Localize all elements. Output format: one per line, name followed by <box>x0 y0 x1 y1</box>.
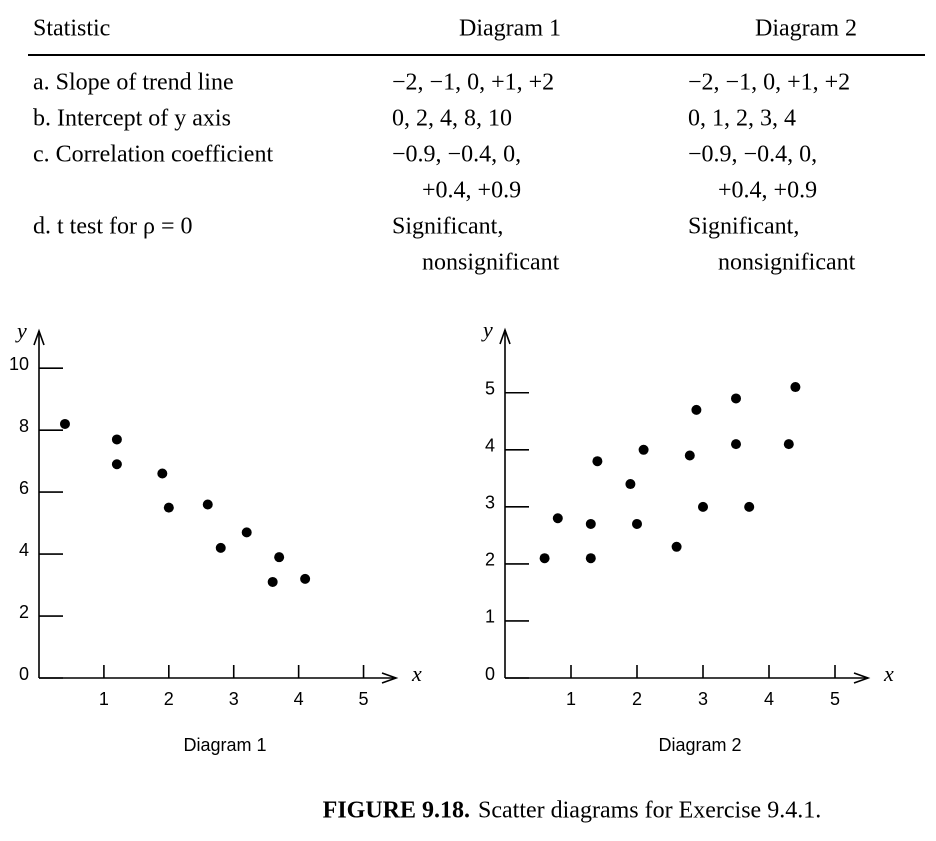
table-cell: +0.4, +0.9 <box>718 178 817 204</box>
y-tick-label: 8 <box>19 416 29 436</box>
figure-caption: Scatter diagrams for Exercise 9.4.1. <box>478 798 821 824</box>
table-cell: 0, 1, 2, 3, 4 <box>688 106 796 132</box>
point <box>157 468 168 479</box>
point <box>300 573 311 584</box>
y-tick-label: 0 <box>485 664 495 684</box>
x-tick-label: 3 <box>229 689 239 709</box>
table-cell: nonsignificant <box>718 250 856 276</box>
x-tick-label: 5 <box>830 689 840 709</box>
point <box>671 541 682 552</box>
x-tick-label: 4 <box>764 689 774 709</box>
point <box>163 502 174 513</box>
table-header: Statistic <box>33 16 110 42</box>
x-tick-label: 1 <box>566 689 576 709</box>
figure-label: FIGURE 9.18. <box>323 798 470 824</box>
x-tick-label: 2 <box>632 689 642 709</box>
chart-title: Diagram 1 <box>183 735 266 755</box>
x-tick-label: 3 <box>698 689 708 709</box>
y-tick-label: 4 <box>19 540 29 560</box>
y-axis-label: y <box>481 317 493 342</box>
x-arrow <box>853 672 871 684</box>
point <box>638 444 649 455</box>
point <box>585 553 596 564</box>
x-tick-label: 4 <box>294 689 304 709</box>
point <box>202 499 213 510</box>
y-tick-label: 1 <box>485 607 495 627</box>
table-header: Diagram 2 <box>755 16 857 42</box>
y-tick-label: 5 <box>485 379 495 399</box>
table-cell: +0.4, +0.9 <box>422 178 521 204</box>
table-cell: −0.9, −0.4, 0, <box>392 142 521 168</box>
x-axis-label: x <box>883 661 894 686</box>
point <box>241 527 252 538</box>
y-arrow <box>33 328 45 346</box>
point <box>274 552 285 563</box>
table-cell: −0.9, −0.4, 0, <box>688 142 817 168</box>
y-tick-label: 0 <box>19 664 29 684</box>
table-cell: 0, 2, 4, 8, 10 <box>392 106 512 132</box>
point <box>267 576 278 587</box>
point <box>783 439 794 450</box>
point <box>215 542 226 553</box>
point <box>59 418 70 429</box>
x-arrow <box>381 672 399 684</box>
x-axis-label: x <box>411 661 422 686</box>
point <box>111 459 122 470</box>
y-tick-label: 2 <box>19 602 29 622</box>
y-arrow <box>499 327 511 345</box>
y-tick-label: 2 <box>485 550 495 570</box>
point <box>552 513 563 524</box>
point <box>684 450 695 461</box>
table-cell: −2, −1, 0, +1, +2 <box>392 70 554 96</box>
table-header: Diagram 1 <box>459 16 561 42</box>
point <box>731 439 741 450</box>
point <box>744 501 755 512</box>
point <box>111 434 122 445</box>
y-axis-label: y <box>15 318 27 343</box>
y-tick-label: 6 <box>19 478 29 498</box>
table-cell: c. Correlation coefficient <box>33 142 273 168</box>
table-cell: nonsignificant <box>422 250 560 276</box>
table-cell: d. t test for ρ = 0 <box>33 214 193 240</box>
chart-title: Diagram 2 <box>658 735 741 755</box>
y-tick-label: 3 <box>485 493 495 513</box>
y-tick-label: 4 <box>485 436 495 456</box>
point <box>632 518 642 529</box>
point <box>585 518 596 529</box>
point <box>790 382 801 393</box>
table-cell: −2, −1, 0, +1, +2 <box>688 70 850 96</box>
point <box>592 456 603 467</box>
point <box>698 501 708 512</box>
table-cell: Significant, <box>688 214 799 240</box>
x-tick-label: 1 <box>99 689 109 709</box>
table-cell: a. Slope of trend line <box>33 70 234 96</box>
point <box>625 479 636 490</box>
point <box>731 393 741 404</box>
y-tick-label: 10 <box>9 354 29 374</box>
point <box>691 404 702 415</box>
table-cell: b. Intercept of y axis <box>33 106 231 132</box>
x-tick-label: 5 <box>359 689 369 709</box>
point <box>539 553 550 564</box>
table-cell: Significant, <box>392 214 503 240</box>
x-tick-label: 2 <box>164 689 174 709</box>
